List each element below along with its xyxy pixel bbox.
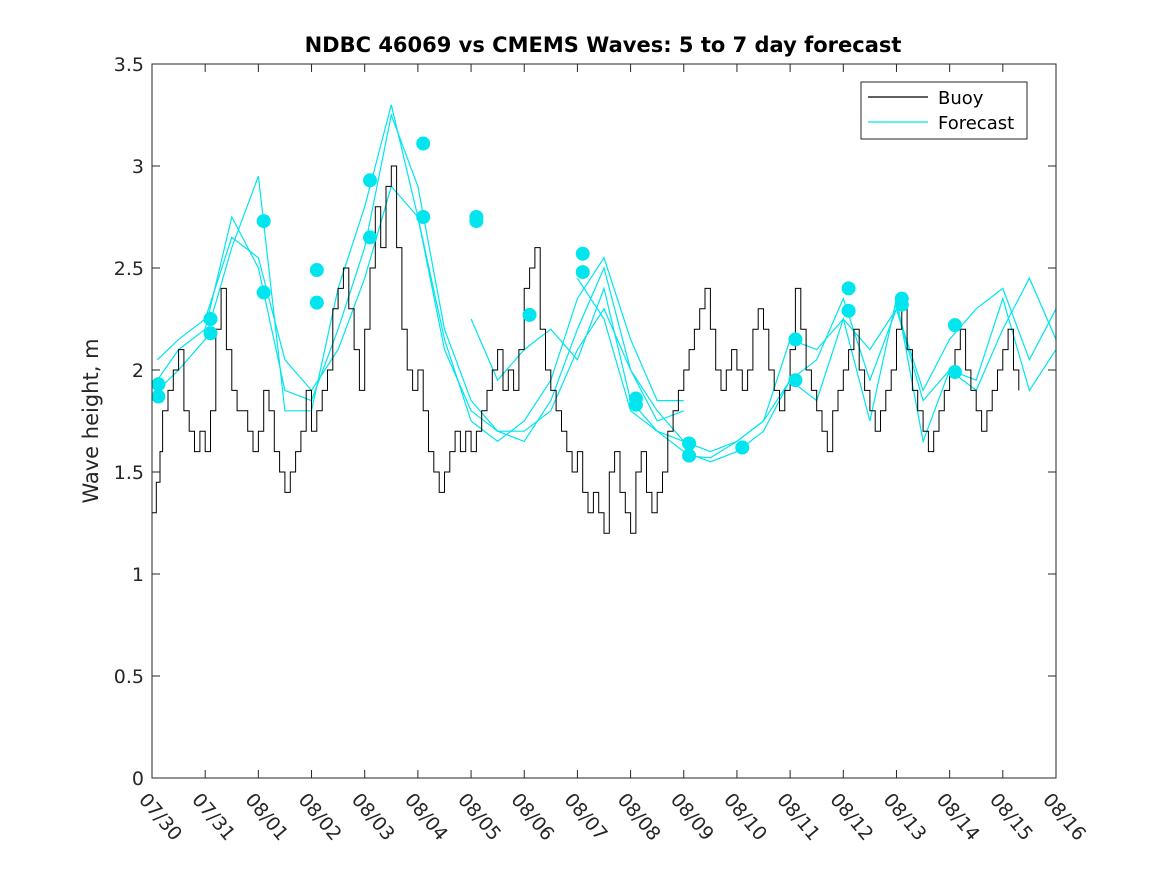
forecast-marker	[788, 332, 803, 347]
forecast-series-line	[683, 296, 1057, 459]
buoy-line-group	[152, 165, 1020, 534]
legend-box	[860, 81, 1028, 140]
buoy-series-line	[152, 165, 1020, 534]
forecast-marker	[469, 214, 484, 229]
forecast-marker	[735, 440, 750, 455]
forecast-markers	[151, 136, 962, 463]
forecast-series-line	[156, 112, 685, 443]
forecast-marker	[416, 210, 431, 224]
legend: Buoy Forecast	[860, 81, 1028, 140]
y-axis: 0 0.5 1 1.5 2 2.5 3 3.5	[114, 54, 1056, 790]
forecast-marker	[416, 136, 431, 151]
forecast-marker	[522, 307, 537, 322]
y-tick-label: 3	[132, 156, 144, 178]
forecast-marker	[203, 326, 218, 341]
forecast-marker	[575, 265, 590, 280]
legend-buoy-label: Buoy	[938, 88, 984, 109]
forecast-marker	[363, 173, 378, 188]
plot-area	[152, 64, 1056, 778]
y-tick-label: 2.5	[114, 258, 144, 280]
forecast-marker	[894, 297, 909, 312]
forecast-marker	[682, 448, 697, 463]
forecast-marker	[628, 397, 643, 412]
y-tick-label: 3.5	[114, 54, 144, 76]
y-axis-label: Wave height, m	[79, 338, 103, 503]
chart-title: NDBC 46069 vs CMEMS Waves: 5 to 7 day fo…	[305, 33, 902, 57]
plot-frame	[151, 63, 1057, 779]
legend-forecast-label: Forecast	[938, 113, 1014, 134]
forecast-marker	[947, 318, 962, 333]
y-tick-label: 1	[132, 564, 144, 586]
forecast-marker	[256, 285, 271, 300]
forecast-marker	[841, 303, 856, 318]
y-tick-label: 2	[132, 360, 144, 382]
forecast-marker	[309, 263, 324, 278]
forecast-marker	[363, 230, 378, 245]
forecast-marker	[151, 389, 166, 404]
y-tick-label: 1.5	[114, 462, 144, 484]
forecast-marker	[256, 214, 271, 229]
forecast-marker	[841, 281, 856, 296]
forecast-marker	[151, 377, 166, 392]
y-tick-label: 0	[132, 768, 144, 790]
y-tick-label: 0.5	[114, 666, 144, 688]
forecast-marker	[788, 373, 803, 388]
forecast-marker	[203, 312, 218, 326]
forecast-marker	[947, 365, 962, 380]
forecast-marker	[309, 295, 324, 310]
forecast-marker	[682, 436, 697, 451]
forecast-marker	[575, 246, 590, 261]
